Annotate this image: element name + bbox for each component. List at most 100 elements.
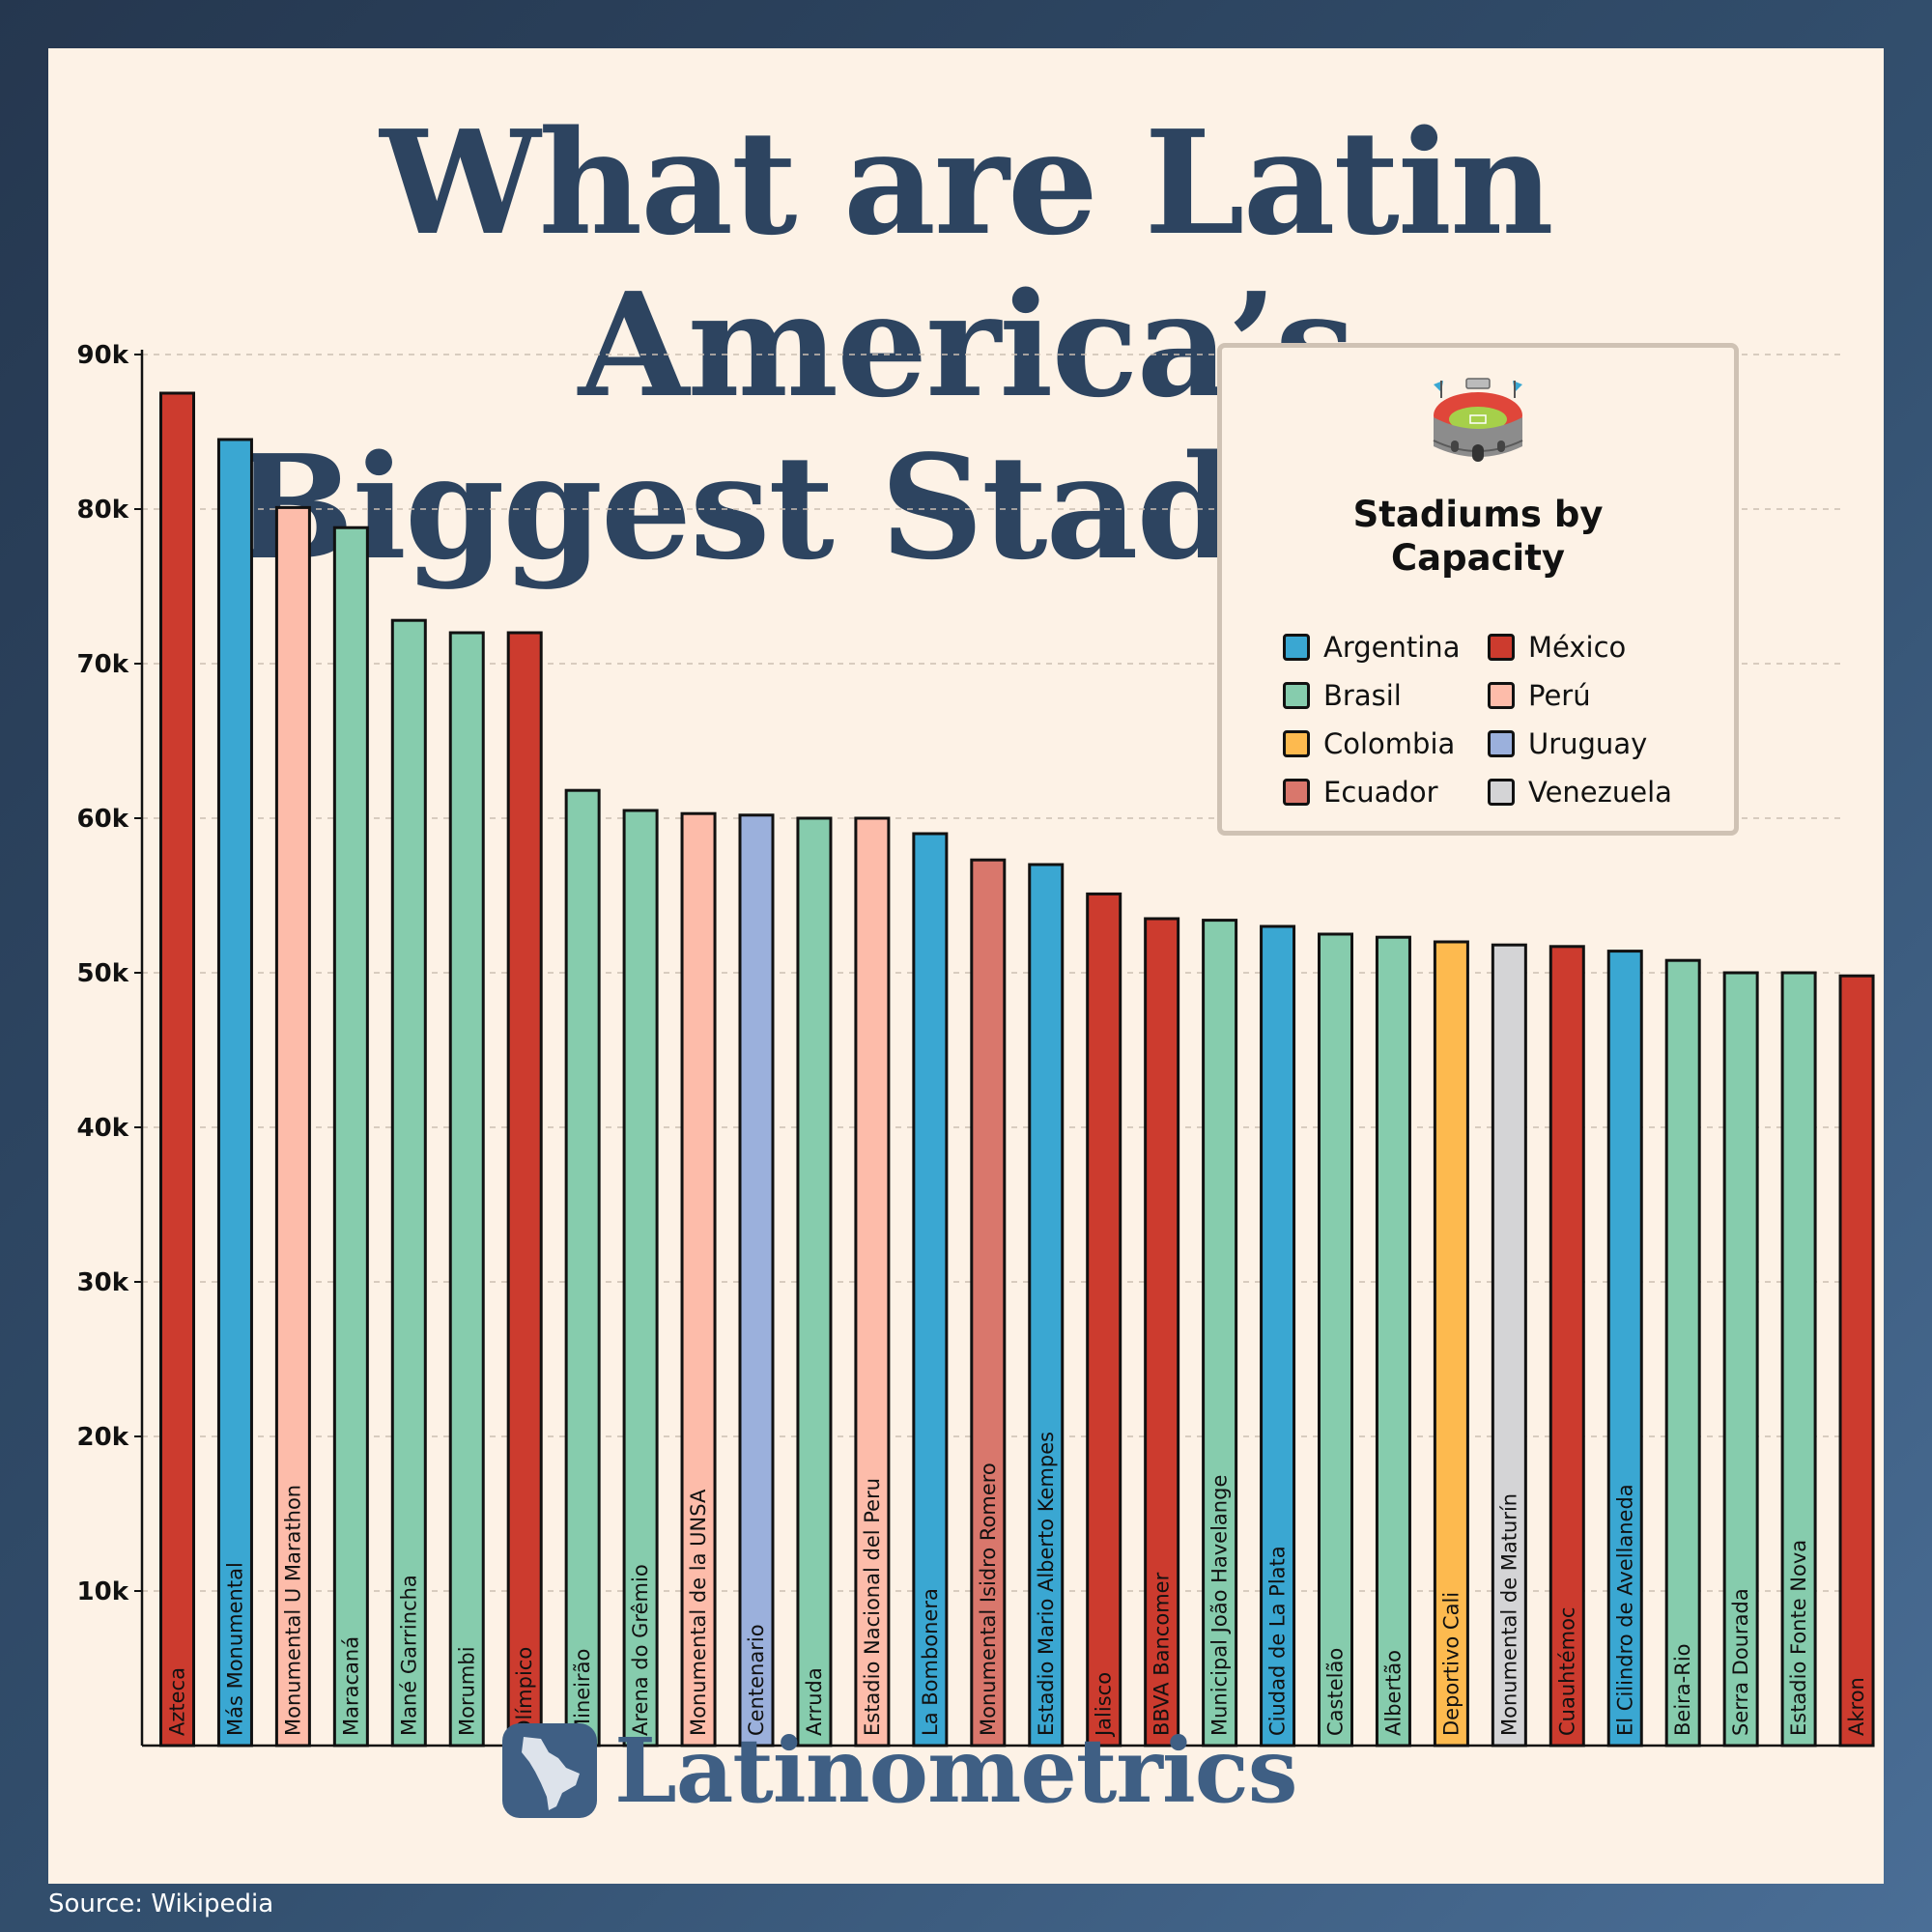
bar — [1144, 917, 1180, 1747]
bar-label: Arena do Grêmio — [629, 1564, 652, 1736]
y-axis-ticks: 10k 20k 30k 40k 50k 60k 70k 80k 90k — [77, 341, 142, 1606]
bar-label: Morumbi — [455, 1646, 478, 1736]
bar — [1780, 971, 1817, 1747]
bar-label: Jalisco — [1093, 1672, 1116, 1738]
bar — [448, 631, 485, 1747]
bar-label: Deportivo Cali — [1439, 1592, 1463, 1736]
legend-title-line-2: Capacity — [1391, 537, 1565, 579]
bar-label: Centenario — [745, 1624, 768, 1736]
bar-label: Maracaná — [339, 1636, 362, 1736]
brand: Latinometrics — [502, 1718, 1298, 1824]
legend-label: Brasil — [1323, 679, 1402, 712]
bar-label: Serra Dourada — [1729, 1588, 1752, 1736]
bars: Azteca Más Monumental Monumental U Maratho… — [159, 391, 1875, 1747]
brand-name: Latinometrics — [614, 1719, 1298, 1823]
bar-label: El Cilindro de Avellaneda — [1613, 1484, 1636, 1736]
legend-swatch — [1283, 779, 1310, 806]
bar-label: Monumental Isidro Romero — [977, 1463, 1000, 1736]
legend-swatch — [1488, 634, 1515, 661]
bar — [796, 816, 833, 1747]
bar — [1838, 974, 1875, 1747]
bar-label: Estadio Fonte Nova — [1787, 1540, 1810, 1736]
bar-label: Monumental U Marathon — [281, 1485, 304, 1736]
legend-label: Venezuela — [1528, 776, 1672, 809]
legend-swatch — [1488, 682, 1515, 709]
bar — [1318, 932, 1353, 1747]
bar — [274, 505, 311, 1747]
bar-label: Cuauhtémoc — [1555, 1607, 1578, 1736]
bar — [1202, 919, 1238, 1747]
bar — [854, 816, 891, 1747]
bar-label: Olímpico — [513, 1647, 536, 1736]
bar — [970, 858, 1007, 1747]
bar — [1491, 943, 1527, 1747]
latin-america-map-logo — [502, 1723, 597, 1818]
y-tick-label: 10k — [77, 1577, 129, 1606]
bar — [680, 811, 717, 1747]
bar — [1375, 935, 1411, 1747]
legend-title: Stadiums by Capacity — [1222, 493, 1734, 580]
legend-item: Brasil — [1283, 676, 1402, 715]
bar — [1260, 924, 1296, 1747]
bar-label: Akron — [1845, 1677, 1868, 1736]
legend-label: México — [1528, 631, 1627, 664]
bar — [1722, 971, 1759, 1747]
legend: Stadiums by Capacity Argentina México Bras… — [1217, 343, 1739, 836]
source-note: Source: Wikipedia — [48, 1889, 274, 1918]
legend-item: Colombia — [1283, 724, 1455, 763]
bar-label: Más Monumental — [223, 1562, 246, 1736]
bar — [1606, 950, 1643, 1747]
legend-item: México — [1488, 628, 1626, 667]
legend-label: Uruguay — [1528, 727, 1648, 760]
bar-label: Estadio Nacional del Peru — [861, 1478, 884, 1736]
bar — [1086, 892, 1122, 1747]
bar — [738, 813, 775, 1747]
legend-label: Perú — [1528, 679, 1591, 712]
y-tick-label: 30k — [77, 1268, 129, 1297]
bar-label: Estadio Mario Alberto Kempes — [1035, 1432, 1058, 1736]
bar — [564, 788, 601, 1747]
bar — [390, 618, 427, 1747]
bar-label: Monumental de Maturín — [1497, 1493, 1520, 1736]
bar-label: Mané Garrincha — [397, 1575, 420, 1736]
legend-swatch — [1283, 634, 1310, 661]
axes — [140, 350, 1840, 1747]
bar-label: Mineirão — [571, 1649, 594, 1736]
bar — [159, 391, 195, 1747]
y-tick-label: 80k — [77, 496, 129, 525]
bar-label: Albertão — [1381, 1650, 1405, 1736]
bar — [506, 631, 543, 1747]
bar — [216, 438, 253, 1747]
legend-item: Ecuador — [1283, 773, 1438, 811]
bar — [1028, 863, 1065, 1747]
legend-item: Uruguay — [1488, 724, 1647, 763]
legend-swatch — [1488, 779, 1515, 806]
legend-swatch — [1488, 730, 1515, 757]
y-tick-label: 60k — [77, 805, 129, 834]
bar — [1548, 945, 1585, 1747]
y-tick-label: 40k — [77, 1114, 129, 1143]
bar-label: BBVA Bancomer — [1151, 1572, 1174, 1736]
legend-swatch — [1283, 730, 1310, 757]
bar-label: La Bombonera — [919, 1588, 942, 1736]
bar-label: Municipal João Havelange — [1208, 1475, 1232, 1736]
y-tick-label: 20k — [77, 1423, 129, 1452]
bar-label: Arruda — [803, 1667, 826, 1736]
bar — [1664, 958, 1701, 1747]
legend-label: Argentina — [1323, 631, 1461, 664]
bar-label: Monumental de la UNSA — [687, 1489, 710, 1736]
bar-label: Azteca — [166, 1667, 189, 1736]
legend-item: Venezuela — [1488, 773, 1672, 811]
stadium-icon — [1433, 378, 1523, 462]
legend-label: Colombia — [1323, 727, 1456, 760]
y-tick-label: 50k — [77, 959, 129, 988]
legend-item: Argentina — [1283, 628, 1460, 667]
y-tick-label: 70k — [77, 650, 129, 679]
bar-label: Beira-Rio — [1671, 1643, 1694, 1736]
legend-title-line-1: Stadiums by — [1352, 494, 1604, 535]
legend-item: Perú — [1488, 676, 1591, 715]
bar-label: Ciudad de La Plata — [1266, 1546, 1290, 1736]
bar — [332, 526, 369, 1747]
y-tick-label: 90k — [77, 341, 129, 370]
